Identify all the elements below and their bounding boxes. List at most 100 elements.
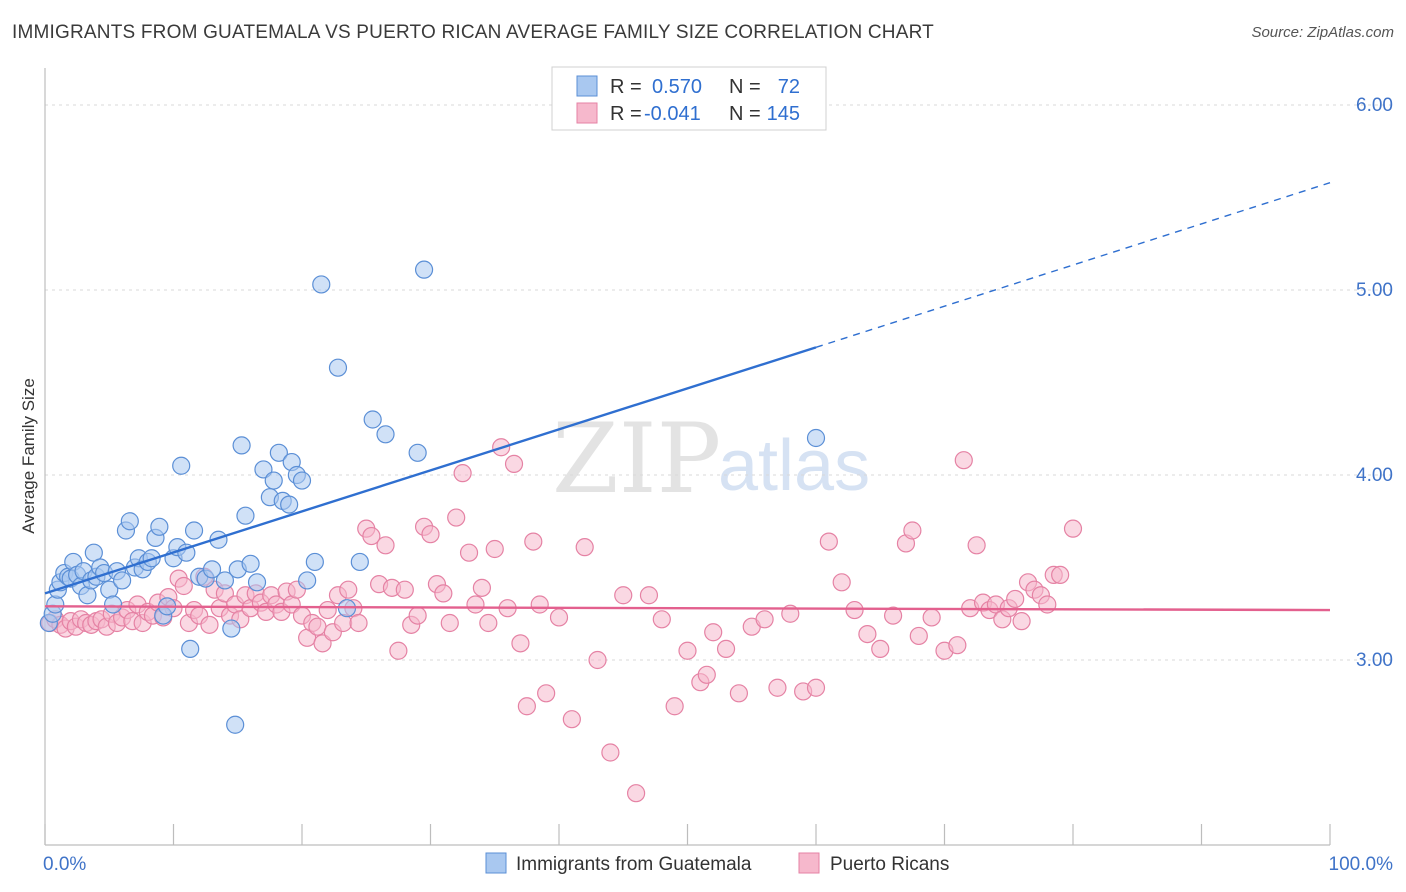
puerto-ricans-point (948, 636, 967, 655)
guatemala-point (46, 595, 65, 614)
guatemala-point (181, 639, 200, 659)
guatemala-point (222, 619, 241, 638)
puerto-ricans-point (459, 543, 479, 562)
puerto-ricans-point (517, 697, 536, 716)
puerto-ricans-point (504, 454, 524, 473)
watermark: ZIP atlas (552, 403, 870, 515)
stats-r-label-pink: R = (610, 103, 642, 125)
stats-r-label-blue: R = (610, 76, 642, 98)
puerto-ricans-point (922, 608, 941, 627)
puerto-ricans-point (440, 613, 459, 633)
guatemala-point (172, 456, 191, 475)
guatemala-point (305, 552, 324, 572)
puerto-ricans-point (318, 600, 337, 620)
puerto-ricans-point (1063, 519, 1083, 538)
puerto-ricans-point (883, 606, 903, 625)
guatemala-point (312, 275, 331, 294)
puerto-ricans-point (453, 464, 472, 483)
guatemala-point (112, 571, 132, 590)
guatemala-point (376, 425, 395, 444)
puerto-ricans-point (549, 608, 569, 627)
y-axis-label: Average Family Size (19, 378, 38, 534)
guatemala-point (363, 410, 382, 429)
puerto-ricans-point (871, 639, 890, 659)
stats-legend: R = 0.570 N = 72 R = -0.041 N = 145 (551, 66, 827, 131)
puerto-ricans-point (339, 580, 358, 599)
bottom-legend-label-guatemala: Immigrants from Guatemala (516, 854, 752, 875)
guatemala-trend-line (44, 346, 817, 595)
puerto-ricans-point (704, 623, 723, 642)
guatemala-point (247, 573, 267, 592)
stats-r-value-blue: 0.570 (652, 76, 702, 98)
puerto-ricans-point (479, 613, 498, 633)
puerto-ricans-point (376, 536, 395, 555)
y-tick-label: 3.00 (1356, 650, 1393, 671)
bottom-legend-label-puerto-ricans: Puerto Ricans (830, 854, 949, 875)
x-tick-label-min: 0.0% (43, 854, 86, 875)
stats-legend-swatch-pink (576, 102, 598, 124)
puerto-ricans-point (588, 650, 607, 670)
puerto-ricans-point (537, 684, 556, 703)
puerto-ricans-point (729, 684, 749, 703)
puerto-ricans-point (665, 697, 684, 716)
guatemala-point (328, 358, 348, 377)
guatemala-point (254, 460, 273, 479)
puerto-ricans-point (308, 617, 327, 636)
puerto-ricans-point (389, 641, 408, 660)
guatemala-point (241, 554, 260, 573)
guatemala-point (264, 471, 283, 490)
stats-legend-swatch-blue (576, 75, 598, 97)
puerto-ricans-point (909, 626, 928, 646)
bottom-legend-swatch-guatemala (485, 852, 507, 874)
guatemala-point (350, 552, 369, 572)
puerto-ricans-point (200, 615, 219, 634)
guatemala-point (280, 495, 299, 514)
guatemala-point (104, 595, 123, 614)
puerto-ricans-point (395, 580, 414, 599)
puerto-ricans-point (524, 532, 543, 551)
y-tick-label: 4.00 (1356, 465, 1393, 486)
puerto-ricans-point (466, 595, 485, 614)
watermark-atlas: atlas (718, 426, 870, 506)
puerto-ricans-point (697, 665, 716, 684)
guatemala-point (202, 560, 222, 579)
puerto-ricans-point (832, 573, 851, 592)
series-guatemala-points (39, 260, 826, 734)
guatemala-point (269, 443, 288, 462)
puerto-ricans-point (1012, 612, 1031, 631)
puerto-ricans-point (472, 578, 491, 597)
stats-n-label-pink: N = (729, 103, 761, 125)
x-axis-ticks (44, 824, 1331, 845)
guatemala-point (292, 471, 312, 490)
puerto-ricans-point (639, 586, 659, 605)
puerto-ricans-point (967, 536, 986, 555)
puerto-ricans-point (313, 634, 332, 653)
puerto-ricans-point (1006, 589, 1025, 609)
puerto-ricans-point (575, 538, 594, 557)
puerto-ricans-point (530, 595, 549, 614)
stats-r-value-pink: -0.041 (644, 103, 701, 125)
puerto-ricans-point (845, 600, 864, 620)
guatemala-point (120, 512, 139, 531)
x-tick-label-max: 100.0% (1329, 854, 1394, 875)
guatemala-point (298, 571, 317, 590)
guatemala-point (150, 517, 169, 536)
guatemala-point (414, 260, 434, 279)
guatemala-point (226, 715, 245, 734)
puerto-ricans-point (1051, 565, 1070, 585)
y-tick-label: 6.00 (1356, 95, 1393, 116)
puerto-ricans-trend-line (44, 605, 1331, 612)
bottom-legend: Immigrants from Guatemala Puerto Ricans (485, 852, 949, 875)
puerto-ricans-point (614, 586, 633, 605)
guatemala-point (236, 506, 255, 525)
guatemala-point (806, 428, 826, 448)
stats-n-value-pink: 145 (767, 103, 800, 125)
bottom-legend-swatch-puerto-ricans (798, 852, 820, 874)
puerto-ricans-point (362, 526, 381, 546)
puerto-ricans-point (954, 451, 973, 470)
guatemala-trend-extension (815, 182, 1331, 349)
watermark-zip: ZIP (552, 403, 721, 515)
puerto-ricans-point (626, 784, 646, 803)
puerto-ricans-point (485, 539, 504, 559)
